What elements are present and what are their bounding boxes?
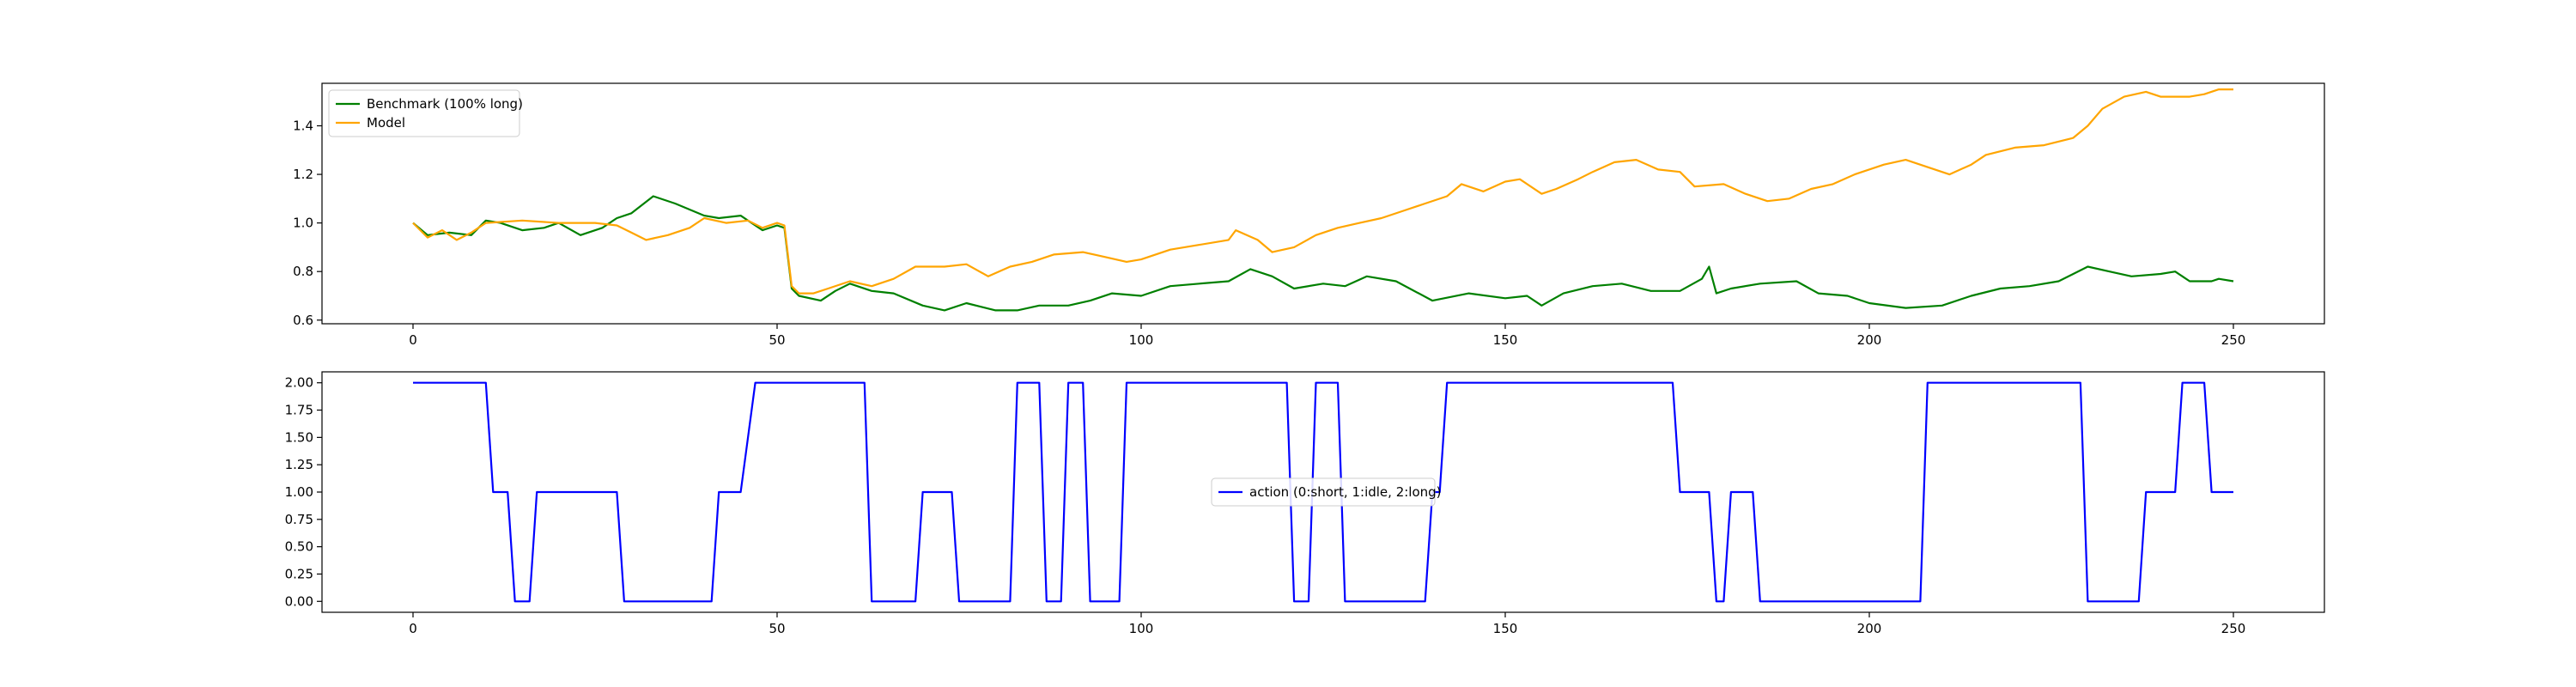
y-tick-label: 2.00 [285, 375, 313, 391]
series-line-0-1 [412, 88, 2233, 295]
y-tick-label: 1.75 [285, 403, 313, 418]
x-tick-label: 50 [769, 621, 785, 636]
x-tick-label: 0 [409, 332, 417, 348]
portfolio-value-chart: 0 50 100 150 200 250 0.6 0.8 1.0 1.2 1.4 Benchmark … [293, 82, 2325, 348]
y-tick-label: 0.75 [285, 512, 313, 527]
y-tick-label: 0.50 [285, 539, 313, 555]
x-tick-label: 250 [2221, 621, 2246, 636]
y-tick-label: 1.4 [293, 118, 313, 133]
action-chart: 0 50 100 150 200 250 0.00 0.25 0.50 0.75 1.00 1.25 1… [285, 371, 2325, 636]
series-line-0-0 [412, 195, 2234, 312]
legend-box [328, 89, 520, 137]
y-tick-label: 1.50 [285, 429, 313, 445]
x-tick-label: 150 [1493, 621, 1518, 636]
legend-label: action (0:short, 1:idle, 2:long) [1249, 484, 1442, 500]
x-tick-label: 0 [409, 621, 417, 636]
y-tick-label: 1.25 [285, 457, 313, 472]
x-tick-label: 50 [769, 332, 785, 348]
y-tick-label: 0.8 [293, 264, 313, 279]
legend-0: Benchmark (100% long) Model [328, 89, 523, 137]
x-tick-label: 200 [1857, 621, 1882, 636]
legend-label: Model [367, 115, 405, 131]
y-tick-label: 1.2 [293, 167, 313, 182]
y-tick-label: 1.00 [285, 484, 313, 500]
x-tick-label: 250 [2221, 332, 2246, 348]
legend-1: action (0:short, 1:idle, 2:long) [1211, 477, 1442, 507]
y-tick-label: 0.6 [293, 313, 313, 328]
legend-label: Benchmark (100% long) [367, 96, 523, 112]
x-tick-label: 200 [1857, 332, 1882, 348]
y-tick-label: 1.0 [293, 216, 313, 231]
axes-frame-0 [321, 82, 2325, 325]
y-tick-label: 0.25 [285, 566, 313, 581]
x-tick-label: 150 [1493, 332, 1518, 348]
series-line-1-0 [413, 381, 2233, 603]
x-tick-label: 100 [1129, 621, 1154, 636]
y-tick-label: 0.00 [285, 593, 313, 609]
x-tick-label: 100 [1129, 332, 1154, 348]
legend-box [1211, 477, 1436, 507]
